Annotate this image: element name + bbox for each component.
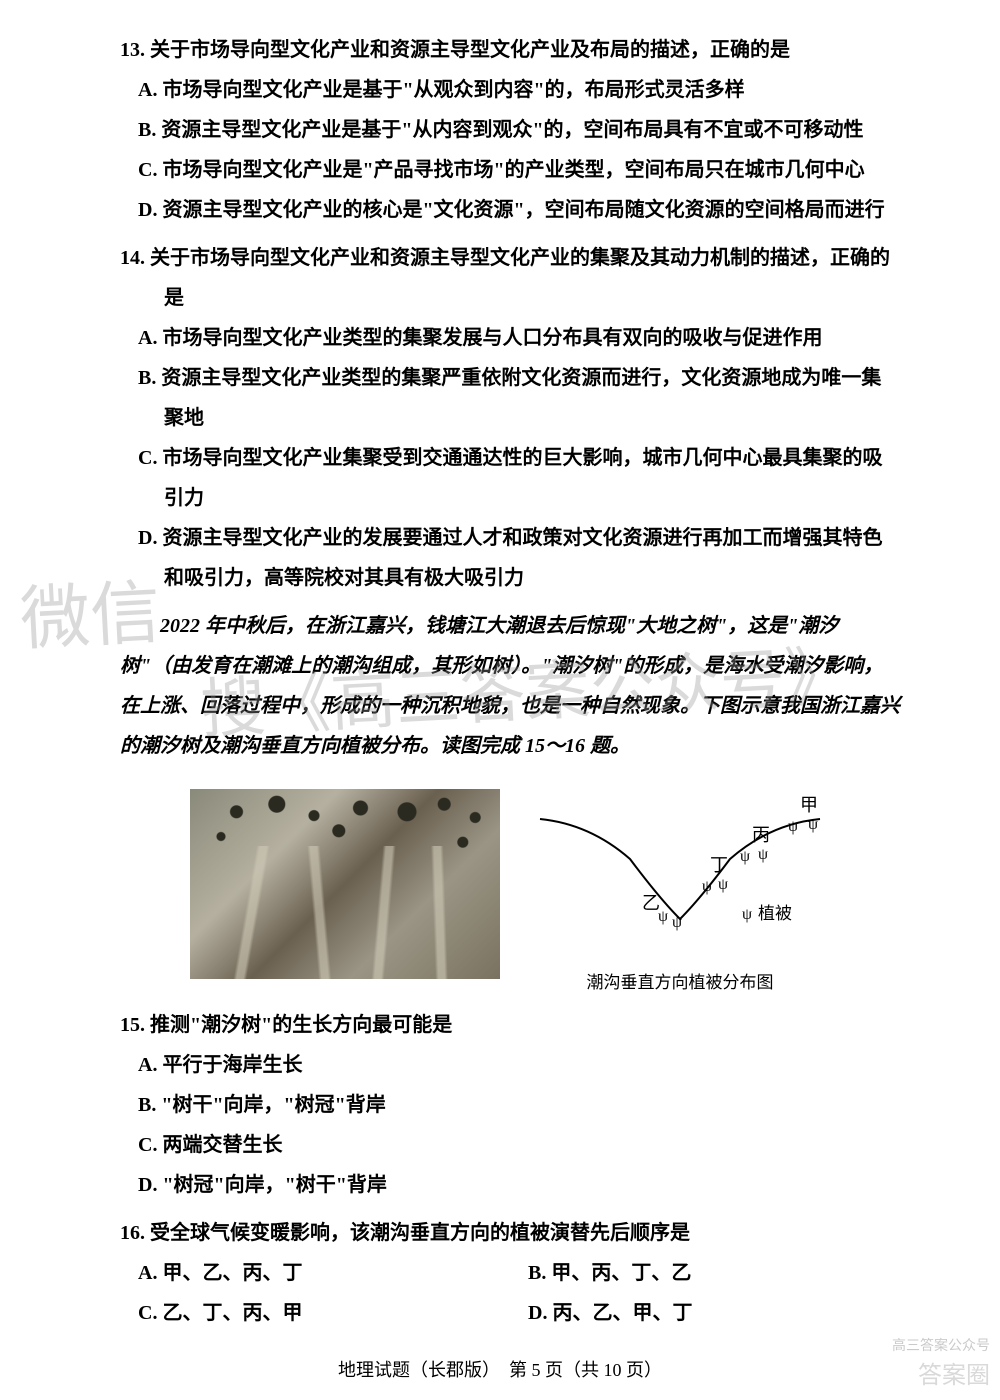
q13-stem: 13. 关于市场导向型文化产业和资源主导型文化产业及布局的描述，正确的是 [120,30,900,70]
diagram-wrapper: 甲 ψ ψ 丙 ψ ψ 丁 ψ ψ 乙 ψ ψ ψ 植被 潮沟垂直方向植被分布图 [530,774,830,993]
q14-stem: 14. 关于市场导向型文化产业和资源主导型文化产业的集聚及其动力机制的描述，正确… [120,238,900,318]
q16-stem-text: 受全球气候变暖影响，该潮沟垂直方向的植被演替先后顺序是 [150,1222,690,1244]
q13-option-b: B. 资源主导型文化产业是基于"从内容到观众"的，空间布局具有不宜或不可移动性 [120,110,900,150]
q15-option-a: A. 平行于海岸生长 [120,1045,900,1085]
diagram-caption: 潮沟垂直方向植被分布图 [530,968,830,993]
q16-option-c: C. 乙、丁、丙、甲 [120,1293,510,1333]
q16-option-d: D. 丙、乙、甲、丁 [510,1293,900,1333]
q13-stem-text: 关于市场导向型文化产业和资源主导型文化产业及布局的描述，正确的是 [150,39,790,61]
legend-zhibei: 植被 [758,904,792,923]
q13-num: 13. [120,39,145,61]
q15-stem-text: 推测"潮汐树"的生长方向最可能是 [150,1014,452,1036]
figure-row: 甲 ψ ψ 丙 ψ ψ 丁 ψ ψ 乙 ψ ψ ψ 植被 潮沟垂直方向植被分布图 [120,774,900,993]
svg-text:ψ: ψ [788,818,798,835]
svg-text:ψ: ψ [808,816,818,833]
svg-text:ψ: ψ [740,848,750,865]
label-bing: 丙 [752,825,770,845]
svg-text:ψ: ψ [718,876,728,893]
q15-option-c: C. 两端交替生长 [120,1125,900,1165]
q16-num: 16. [120,1222,145,1244]
q14-option-c: C. 市场导向型文化产业集聚受到交通通达性的巨大影响，城市几何中心最具集聚的吸引… [120,438,900,518]
corner-sub: 高三答案公众号 [892,1335,990,1355]
q14-num: 14. [120,247,145,269]
tidal-tree-photo [190,789,500,979]
q13-option-c: C. 市场导向型文化产业是"产品寻找市场"的产业类型，空间布局只在城市几何中心 [120,150,900,190]
corner-mark: 答案圈 [918,1355,990,1390]
svg-text:ψ: ψ [702,878,712,895]
q13-option-a: A. 市场导向型文化产业是基于"从观众到内容"的，布局形式灵活多样 [120,70,900,110]
q14-option-a: A. 市场导向型文化产业类型的集聚发展与人口分布具有双向的吸收与促进作用 [120,318,900,358]
question-13: 13. 关于市场导向型文化产业和资源主导型文化产业及布局的描述，正确的是 A. … [120,30,900,230]
label-jia: 甲 [800,795,818,815]
svg-text:ψ: ψ [672,914,682,931]
q13-option-d: D. 资源主导型文化产业的核心是"文化资源"，空间布局随文化资源的空间格局而进行 [120,190,900,230]
label-ding: 丁 [710,855,728,875]
cross-section-diagram: 甲 ψ ψ 丙 ψ ψ 丁 ψ ψ 乙 ψ ψ ψ 植被 [530,774,830,964]
q15-option-b: B. "树干"向岸，"树冠"背岸 [120,1085,900,1125]
q16-option-b: B. 甲、丙、丁、乙 [510,1253,900,1293]
svg-text:ψ: ψ [658,908,668,925]
q16-stem: 16. 受全球气候变暖影响，该潮沟垂直方向的植被演替先后顺序是 [120,1213,900,1253]
passage-15-16: 2022 年中秋后，在浙江嘉兴，钱塘江大潮退去后惊现"大地之树"，这是"潮汐树"… [120,606,900,766]
q14-option-b: B. 资源主导型文化产业类型的集聚严重依附文化资源而进行，文化资源地成为唯一集聚… [120,358,900,438]
page-footer: 地理试题（长郡版） 第 5 页（共 10 页） [0,1356,1000,1382]
q15-stem: 15. 推测"潮汐树"的生长方向最可能是 [120,1005,900,1045]
q14-stem-text: 关于市场导向型文化产业和资源主导型文化产业的集聚及其动力机制的描述，正确的是 [150,247,890,309]
q14-option-d: D. 资源主导型文化产业的发展要通过人才和政策对文化资源进行再加工而增强其特色和… [120,518,900,598]
question-15: 15. 推测"潮汐树"的生长方向最可能是 A. 平行于海岸生长 B. "树干"向… [120,1005,900,1205]
svg-text:ψ: ψ [742,906,752,923]
question-14: 14. 关于市场导向型文化产业和资源主导型文化产业的集聚及其动力机制的描述，正确… [120,238,900,598]
question-16: 16. 受全球气候变暖影响，该潮沟垂直方向的植被演替先后顺序是 A. 甲、乙、丙… [120,1213,900,1333]
q16-option-a: A. 甲、乙、丙、丁 [120,1253,510,1293]
q15-option-d: D. "树冠"向岸，"树干"背岸 [120,1165,900,1205]
q15-num: 15. [120,1014,145,1036]
svg-text:ψ: ψ [758,846,768,863]
